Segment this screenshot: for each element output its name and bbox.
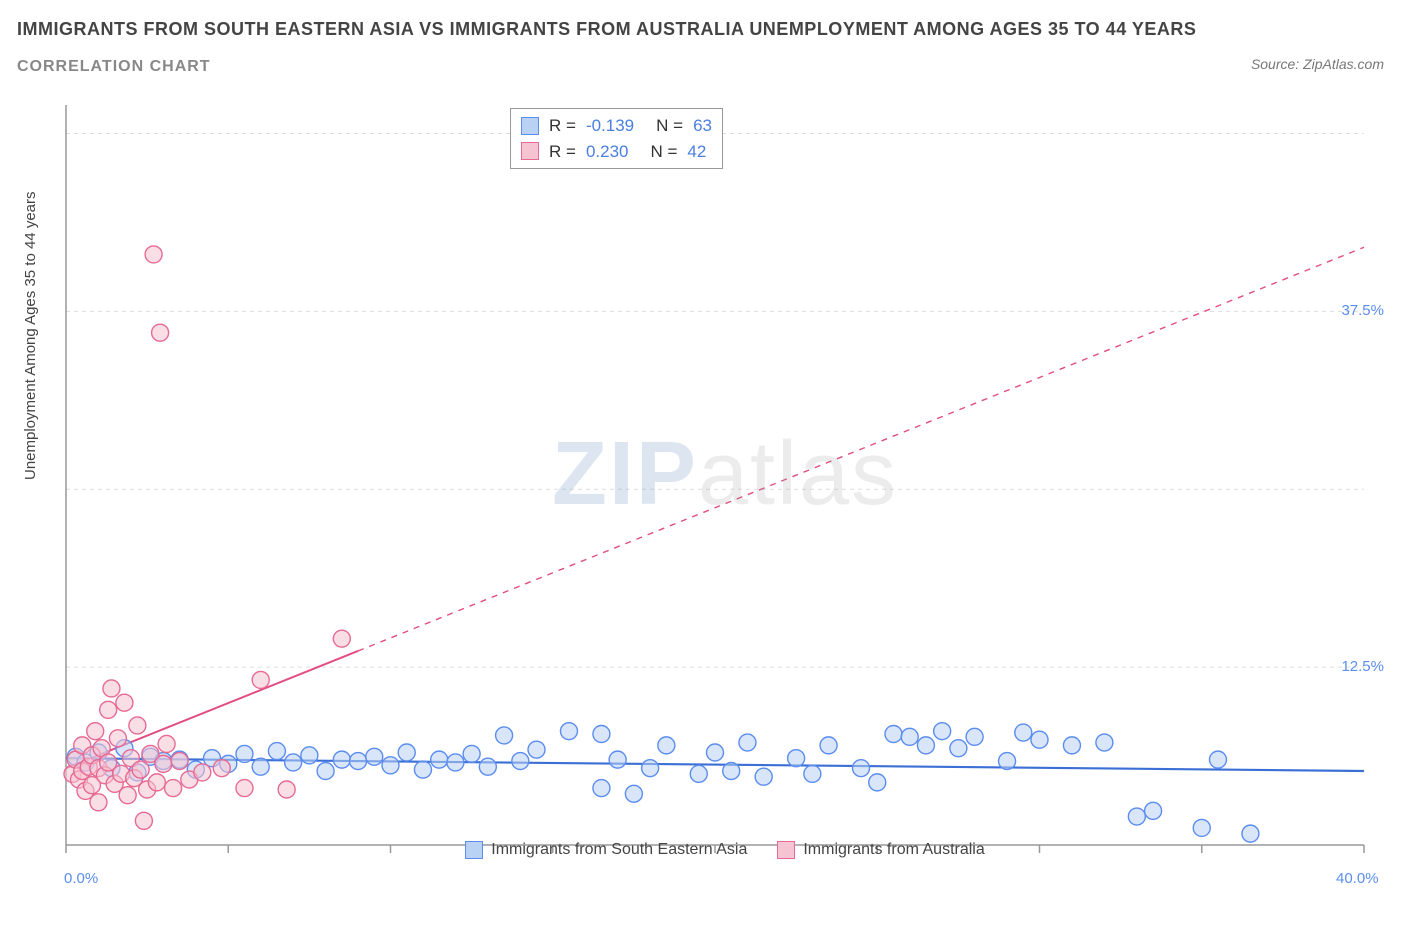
legend-label: Immigrants from Australia xyxy=(803,841,984,859)
stat-label: R = xyxy=(549,139,576,165)
series-swatch xyxy=(465,841,483,859)
stat-value: 42 xyxy=(687,139,706,165)
correlation-chart: ZIPatlas R =-0.139N =63R =0.230N =42 12.… xyxy=(60,105,1390,865)
legend-item: Immigrants from Australia xyxy=(777,841,984,859)
stats-row: R = -0.139 N = 63 xyxy=(521,113,712,139)
stat-label: N = xyxy=(656,113,683,139)
stats-box: R =-0.139N =63R =0.230N =42 xyxy=(510,108,723,169)
legend-item: Immigrants from South Eastern Asia xyxy=(465,841,747,859)
stats-row: R = 0.230 N = 42 xyxy=(521,139,712,165)
y-tick-label: 37.5% xyxy=(1341,302,1384,319)
series-swatch xyxy=(777,841,795,859)
series-swatch xyxy=(521,117,539,135)
y-axis-label: Unemployment Among Ages 35 to 44 years xyxy=(22,191,39,480)
x-tick-label: 0.0% xyxy=(64,870,98,887)
x-tick-label: 40.0% xyxy=(1336,870,1379,887)
bottom-legend: Immigrants from South Eastern Asia Immigr… xyxy=(60,835,1390,865)
legend-label: Immigrants from South Eastern Asia xyxy=(491,841,747,859)
scatter-plot-svg xyxy=(60,105,1390,865)
stat-value: 63 xyxy=(693,113,712,139)
stat-label: R = xyxy=(549,113,576,139)
page-title: IMMIGRANTS FROM SOUTH EASTERN ASIA VS IM… xyxy=(17,15,1196,44)
stat-value: 0.230 xyxy=(586,139,629,165)
series-swatch xyxy=(521,142,539,160)
y-tick-label: 12.5% xyxy=(1341,658,1384,675)
page-subtitle: CORRELATION CHART xyxy=(17,58,1196,76)
stat-value: -0.139 xyxy=(586,113,634,139)
source-credit: Source: ZipAtlas.com xyxy=(1251,56,1384,72)
stat-label: N = xyxy=(650,139,677,165)
